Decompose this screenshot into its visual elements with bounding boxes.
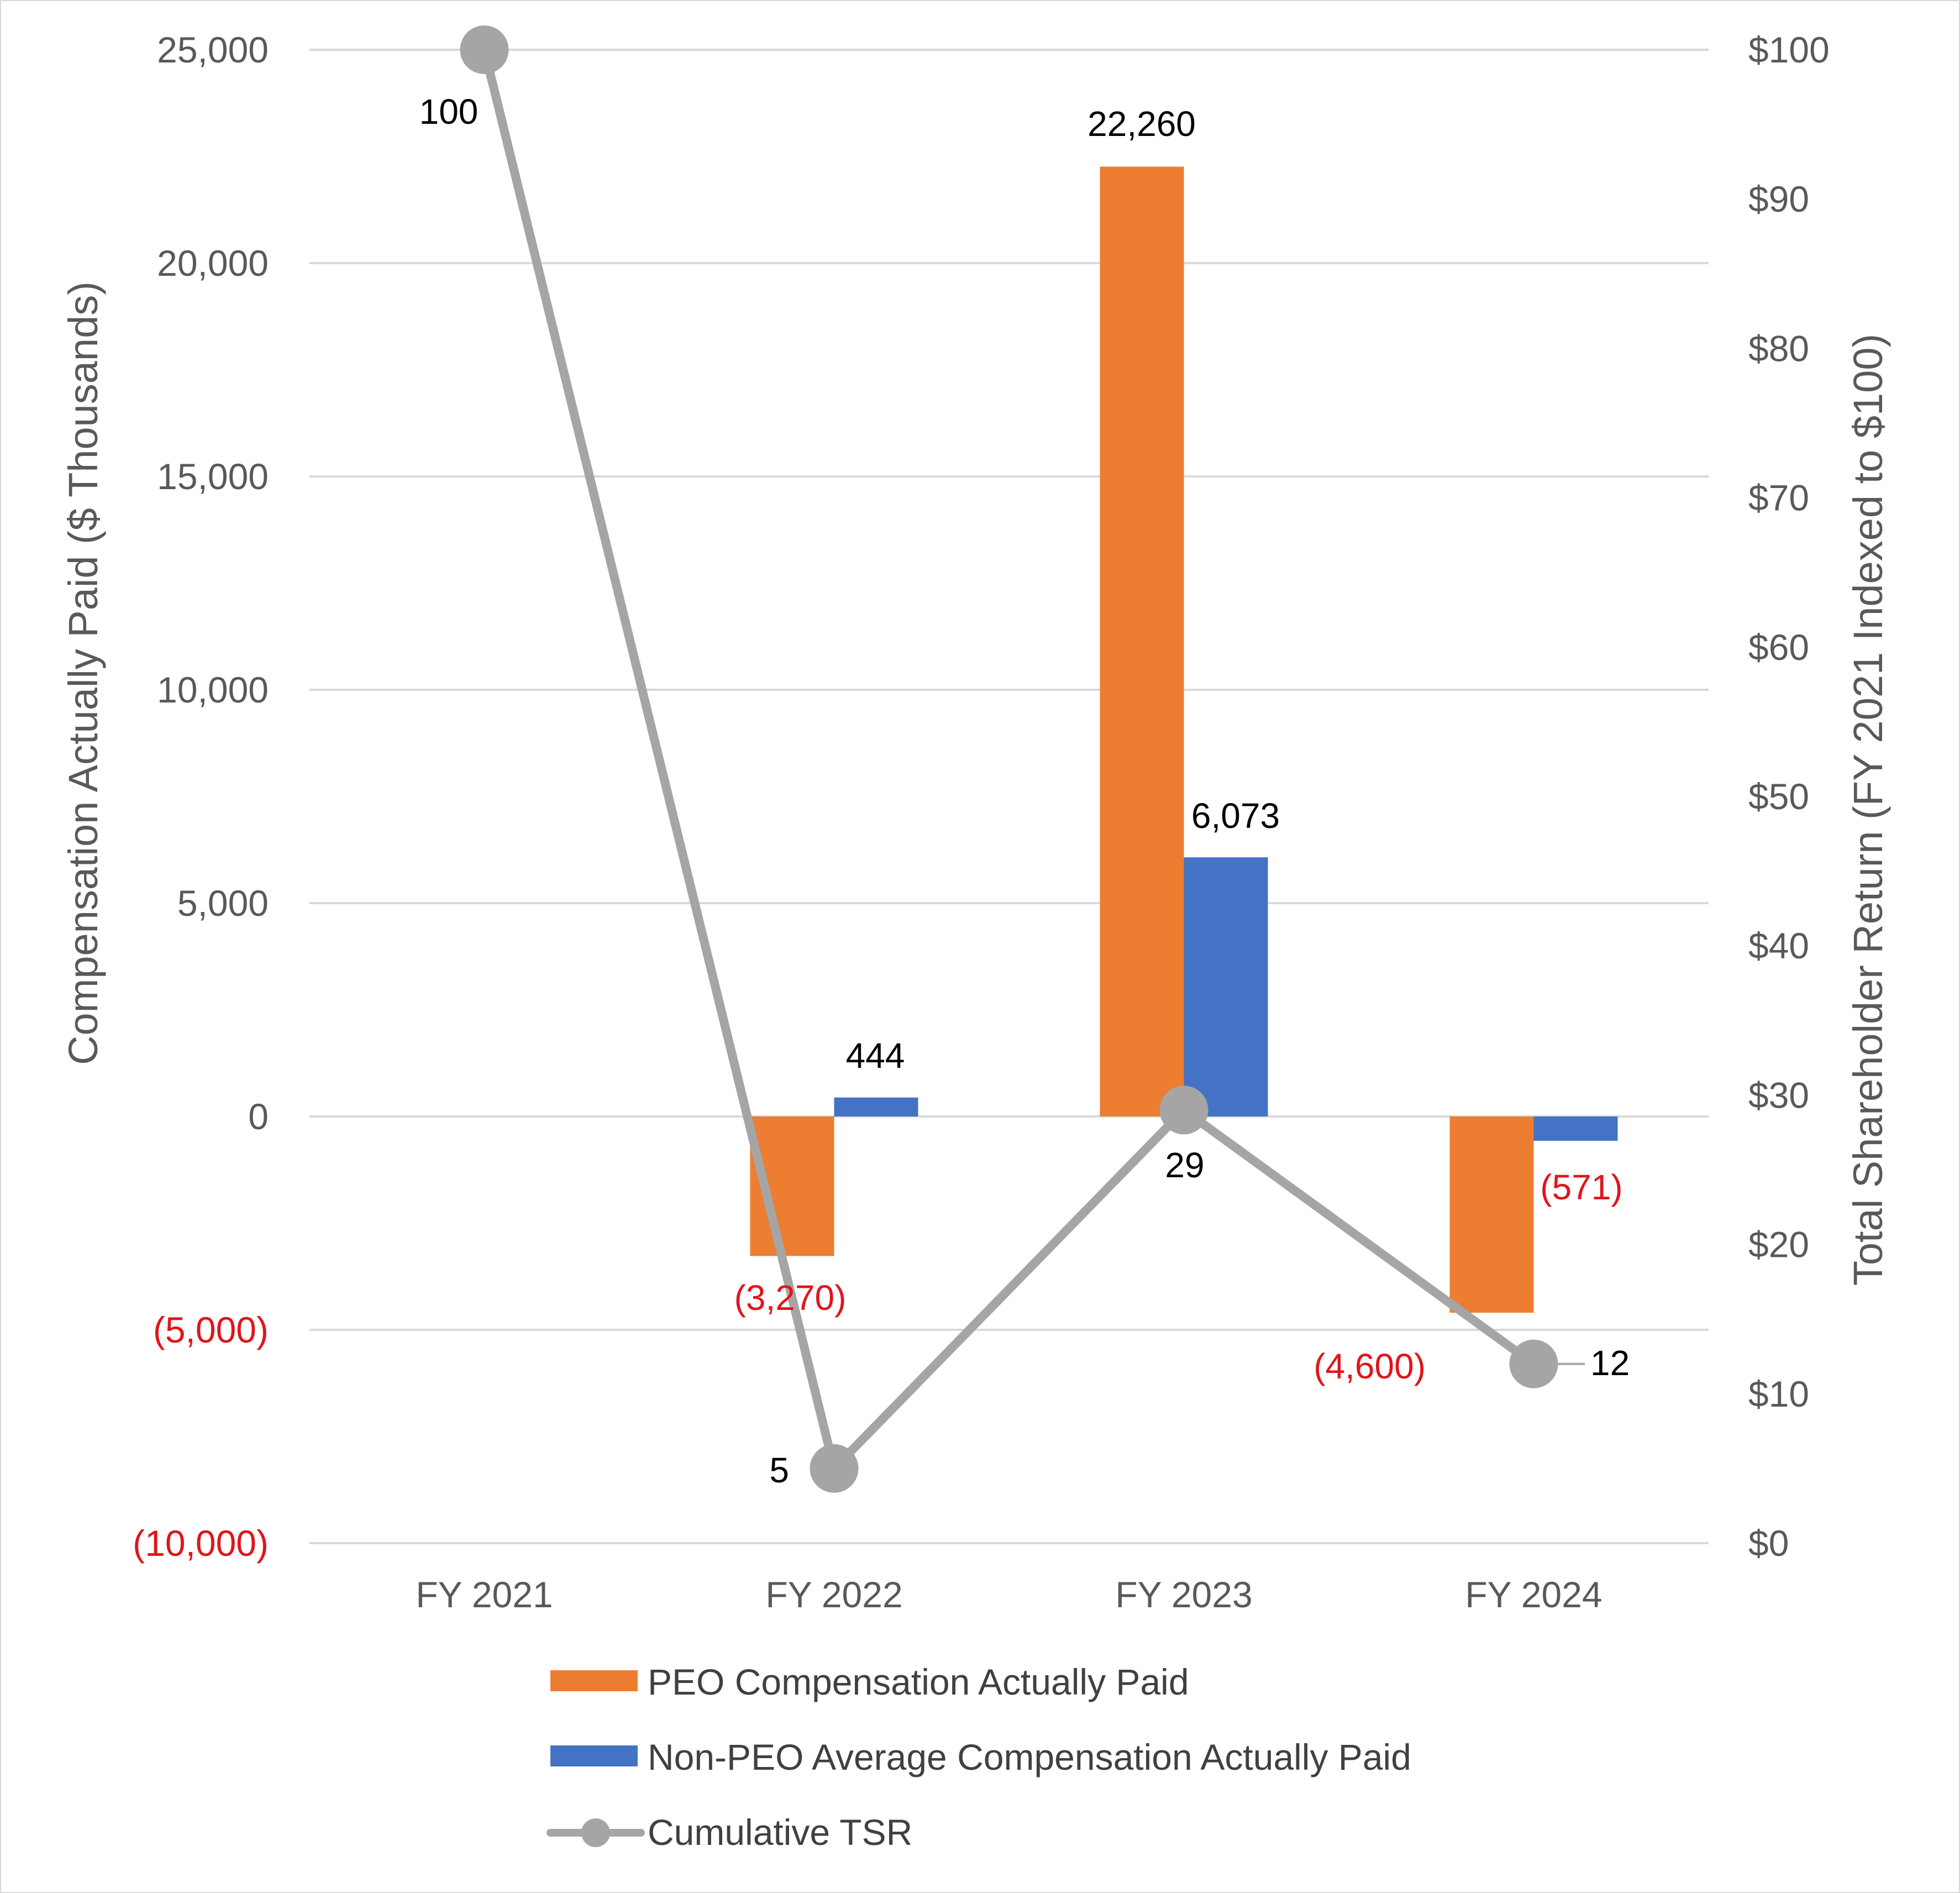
data-labels: (3,270) 22,260 (4,600) 444 6,073 (571) 100 5 29 1… bbox=[419, 92, 1630, 1490]
right-axis-title: Total Shareholder Return (FY 2021 Indexe… bbox=[1845, 334, 1891, 1286]
category-axis: FY 2021 FY 2022 FY 2023 FY 2024 bbox=[416, 1574, 1602, 1615]
legend-label-non-peo: Non-PEO Average Compensation Actually Pa… bbox=[648, 1737, 1411, 1777]
tsr-marker bbox=[1159, 1086, 1208, 1135]
bar bbox=[1184, 857, 1268, 1116]
left-tick-label: 15,000 bbox=[157, 456, 269, 497]
left-tick-label: (10,000) bbox=[133, 1523, 269, 1564]
legend-marker-tsr bbox=[581, 1818, 610, 1847]
tsr-marker bbox=[1509, 1339, 1558, 1388]
tsr-line bbox=[460, 25, 1558, 1493]
tsr-data-label: 12 bbox=[1590, 1343, 1630, 1383]
right-tick-label: $60 bbox=[1748, 627, 1809, 668]
right-tick-label: $100 bbox=[1748, 29, 1830, 70]
bar-data-label: (4,600) bbox=[1313, 1346, 1426, 1386]
category-label: FY 2022 bbox=[765, 1574, 902, 1615]
tsr-data-label: 5 bbox=[769, 1450, 789, 1490]
right-tick-label: $90 bbox=[1748, 179, 1809, 219]
left-axis-ticks: 25,000 20,000 15,000 10,000 5,000 0 (5,000) (10… bbox=[133, 29, 269, 1564]
bar-data-label: 444 bbox=[846, 1036, 905, 1076]
bar-data-label: (571) bbox=[1540, 1167, 1622, 1207]
category-label: FY 2021 bbox=[416, 1574, 553, 1615]
bar bbox=[834, 1097, 918, 1116]
bar-data-label: 6,073 bbox=[1191, 796, 1280, 836]
left-axis-title: Compensation Actually Paid ($ Thousands) bbox=[60, 281, 106, 1065]
bar bbox=[1100, 166, 1184, 1116]
tsr-line-path bbox=[480, 45, 1538, 1473]
tsr-marker bbox=[460, 25, 509, 74]
right-tick-label: $70 bbox=[1748, 478, 1809, 518]
legend-label-peo: PEO Compensation Actually Paid bbox=[648, 1661, 1189, 1702]
right-tick-label: $80 bbox=[1748, 328, 1809, 369]
legend-label-tsr: Cumulative TSR bbox=[648, 1812, 912, 1853]
right-tick-label: $40 bbox=[1748, 925, 1809, 966]
tsr-data-label: 29 bbox=[1165, 1145, 1204, 1185]
right-axis-ticks: $100 $90 $80 $70 $60 $50 $40 $30 $20 $10 $0 bbox=[1748, 29, 1830, 1564]
gridlines bbox=[309, 49, 1709, 1544]
bar bbox=[1449, 1116, 1534, 1313]
tsr-data-label: 100 bbox=[419, 92, 479, 132]
right-tick-label: $0 bbox=[1748, 1523, 1789, 1564]
bar bbox=[1533, 1116, 1618, 1141]
left-tick-label: 25,000 bbox=[157, 29, 269, 70]
right-tick-label: $10 bbox=[1748, 1373, 1809, 1414]
bar-data-label: (3,270) bbox=[734, 1278, 847, 1318]
left-tick-label: (5,000) bbox=[153, 1309, 269, 1350]
bars bbox=[750, 166, 1618, 1313]
left-tick-label: 5,000 bbox=[177, 883, 269, 924]
legend-swatch-peo bbox=[550, 1670, 638, 1691]
left-tick-label: 20,000 bbox=[157, 243, 269, 284]
category-label: FY 2023 bbox=[1115, 1574, 1252, 1615]
legend: PEO Compensation Actually Paid Non-PEO A… bbox=[547, 1661, 1411, 1853]
category-label: FY 2024 bbox=[1465, 1574, 1602, 1615]
right-tick-label: $30 bbox=[1748, 1074, 1809, 1115]
legend-swatch-non-peo bbox=[550, 1745, 638, 1766]
tsr-marker bbox=[810, 1444, 859, 1493]
left-tick-label: 10,000 bbox=[157, 669, 269, 710]
left-tick-label: 0 bbox=[248, 1096, 269, 1137]
bar-data-label: 22,260 bbox=[1087, 104, 1196, 144]
right-tick-label: $20 bbox=[1748, 1224, 1809, 1265]
right-tick-label: $50 bbox=[1748, 776, 1809, 817]
